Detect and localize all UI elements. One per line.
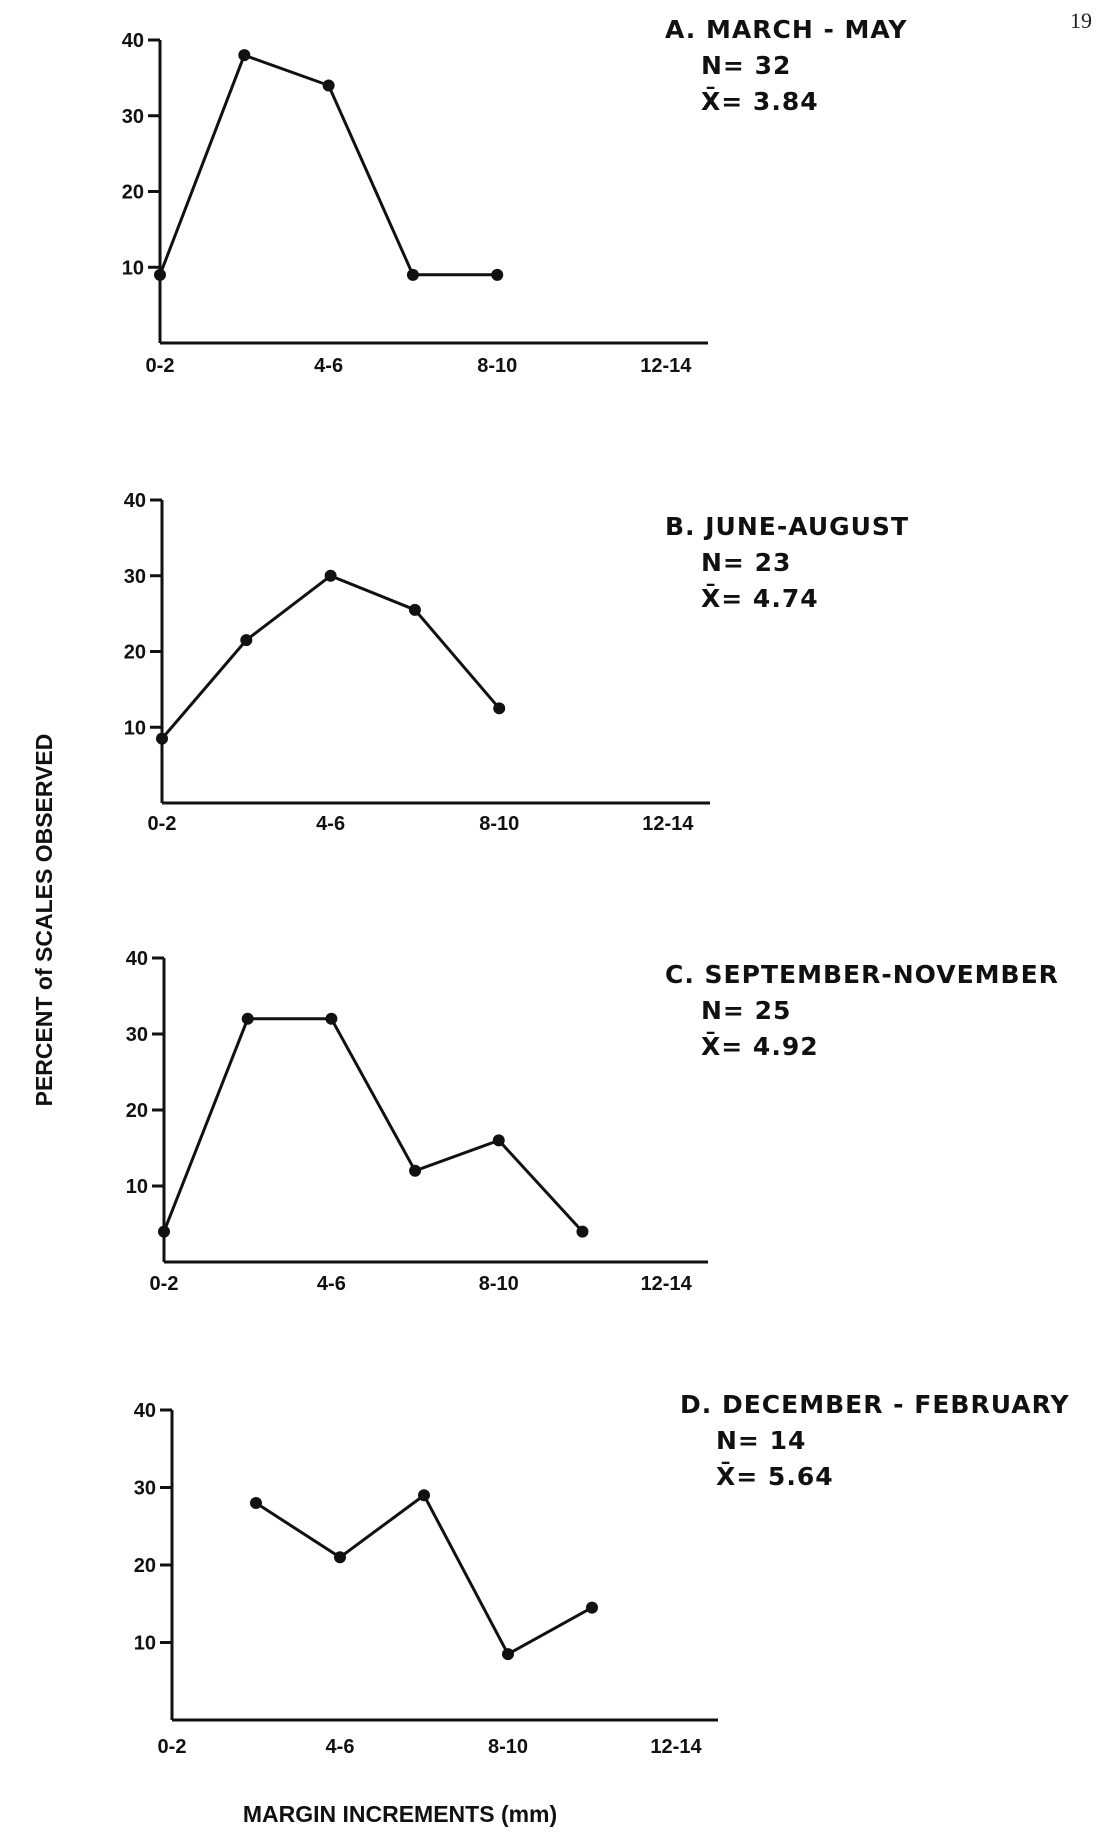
x-tick-label: 8-10 [477,355,517,377]
y-tick-label: 30 [134,1478,156,1500]
data-point [586,1601,598,1614]
data-point [154,268,166,281]
panel-title: A. MARCH - MAY [665,15,907,44]
chart-panels: 10 20 30 40 0-2 4-6 8-10 12-14 A. MARCH - MAY N= … [122,15,1070,1758]
panel-title: B. JUNE-AUGUST [665,512,909,541]
y-tick-label: 10 [124,717,146,739]
mean-label: X̄= 4.74 [701,582,819,613]
y-tick-label: 40 [124,490,146,512]
y-tick-label: 20 [134,1555,156,1577]
chart-panel-b: 10 20 30 40 0-2 4-6 8-10 12-14 B. JUNE-AUGUST N= … [124,490,909,835]
sample-size-label: N= 14 [716,1426,806,1455]
data-point [325,1012,338,1025]
x-tick-label: 12-14 [641,1273,693,1295]
data-point [238,49,251,62]
x-tick-label: 8-10 [479,1273,519,1295]
sample-size-label: N= 25 [701,996,791,1025]
x-tick-label: 12-14 [640,355,692,377]
mean-label: X̄= 5.64 [716,1460,834,1491]
y-tick-label: 20 [122,182,144,204]
y-tick-label: 10 [126,1176,148,1198]
x-tick-label: 0-2 [158,1736,187,1758]
y-tick-label: 10 [122,257,144,279]
data-point [409,1164,422,1177]
mean-label: X̄= 4.92 [701,1030,819,1061]
y-tick-label: 40 [122,30,144,52]
data-point [491,268,504,281]
data-point [240,634,253,647]
page-number: 19 [1070,8,1092,33]
x-tick-label: 0-2 [148,813,177,835]
y-tick-label: 40 [134,1400,156,1422]
data-point [250,1497,262,1509]
data-point [156,732,168,745]
y-tick-label: 20 [124,642,146,664]
sample-size-label: N= 32 [701,51,791,80]
chart-panel-a: 10 20 30 40 0-2 4-6 8-10 12-14 A. MARCH - MAY N= … [122,15,907,377]
y-tick-label: 20 [126,1100,148,1122]
sample-size-label: N= 23 [701,548,791,577]
data-point [492,1134,505,1147]
x-tick-label: 8-10 [479,813,519,835]
panel-title: D. DECEMBER - FEBRUARY [680,1390,1070,1419]
y-tick-label: 30 [124,566,146,588]
y-tick-label: 30 [122,106,144,128]
x-tick-label: 0-2 [146,355,175,377]
data-point [576,1225,589,1238]
y-axis-title: PERCENT of SCALES OBSERVED [31,734,57,1107]
data-point [408,603,421,616]
x-tick-label: 4-6 [314,355,343,377]
data-point [406,268,419,281]
data-point [324,569,337,582]
panel-title: C. SEPTEMBER-NOVEMBER [665,960,1059,989]
y-tick-label: 10 [134,1633,156,1655]
series-line [255,1493,593,1657]
y-tick-label: 40 [126,948,148,970]
data-point [502,1648,514,1661]
x-tick-label: 4-6 [326,1736,355,1758]
data-point [493,702,506,715]
data-point [241,1012,254,1025]
x-tick-label: 0-2 [150,1273,179,1295]
x-tick-label: 12-14 [650,1736,702,1758]
chart-panel-c: 10 20 30 40 0-2 4-6 8-10 12-14 C. SEPTEMBER-NOVE… [126,948,1059,1295]
x-axis-title: MARGIN INCREMENTS (mm) [243,1801,557,1827]
x-tick-label: 12-14 [642,813,694,835]
x-tick-label: 4-6 [317,1273,346,1295]
data-point [158,1225,170,1238]
data-point [322,79,335,92]
series-line [162,1017,584,1233]
series-line [160,574,501,740]
y-tick-label: 30 [126,1024,148,1046]
mean-label: X̄= 3.84 [701,85,819,116]
chart-panel-d: 10 20 30 40 0-2 4-6 8-10 12-14 D. DECEMBER - FEB… [134,1390,1070,1758]
data-point [418,1489,430,1502]
x-tick-label: 4-6 [316,813,345,835]
x-tick-label: 8-10 [488,1736,528,1758]
data-point [334,1551,346,1564]
